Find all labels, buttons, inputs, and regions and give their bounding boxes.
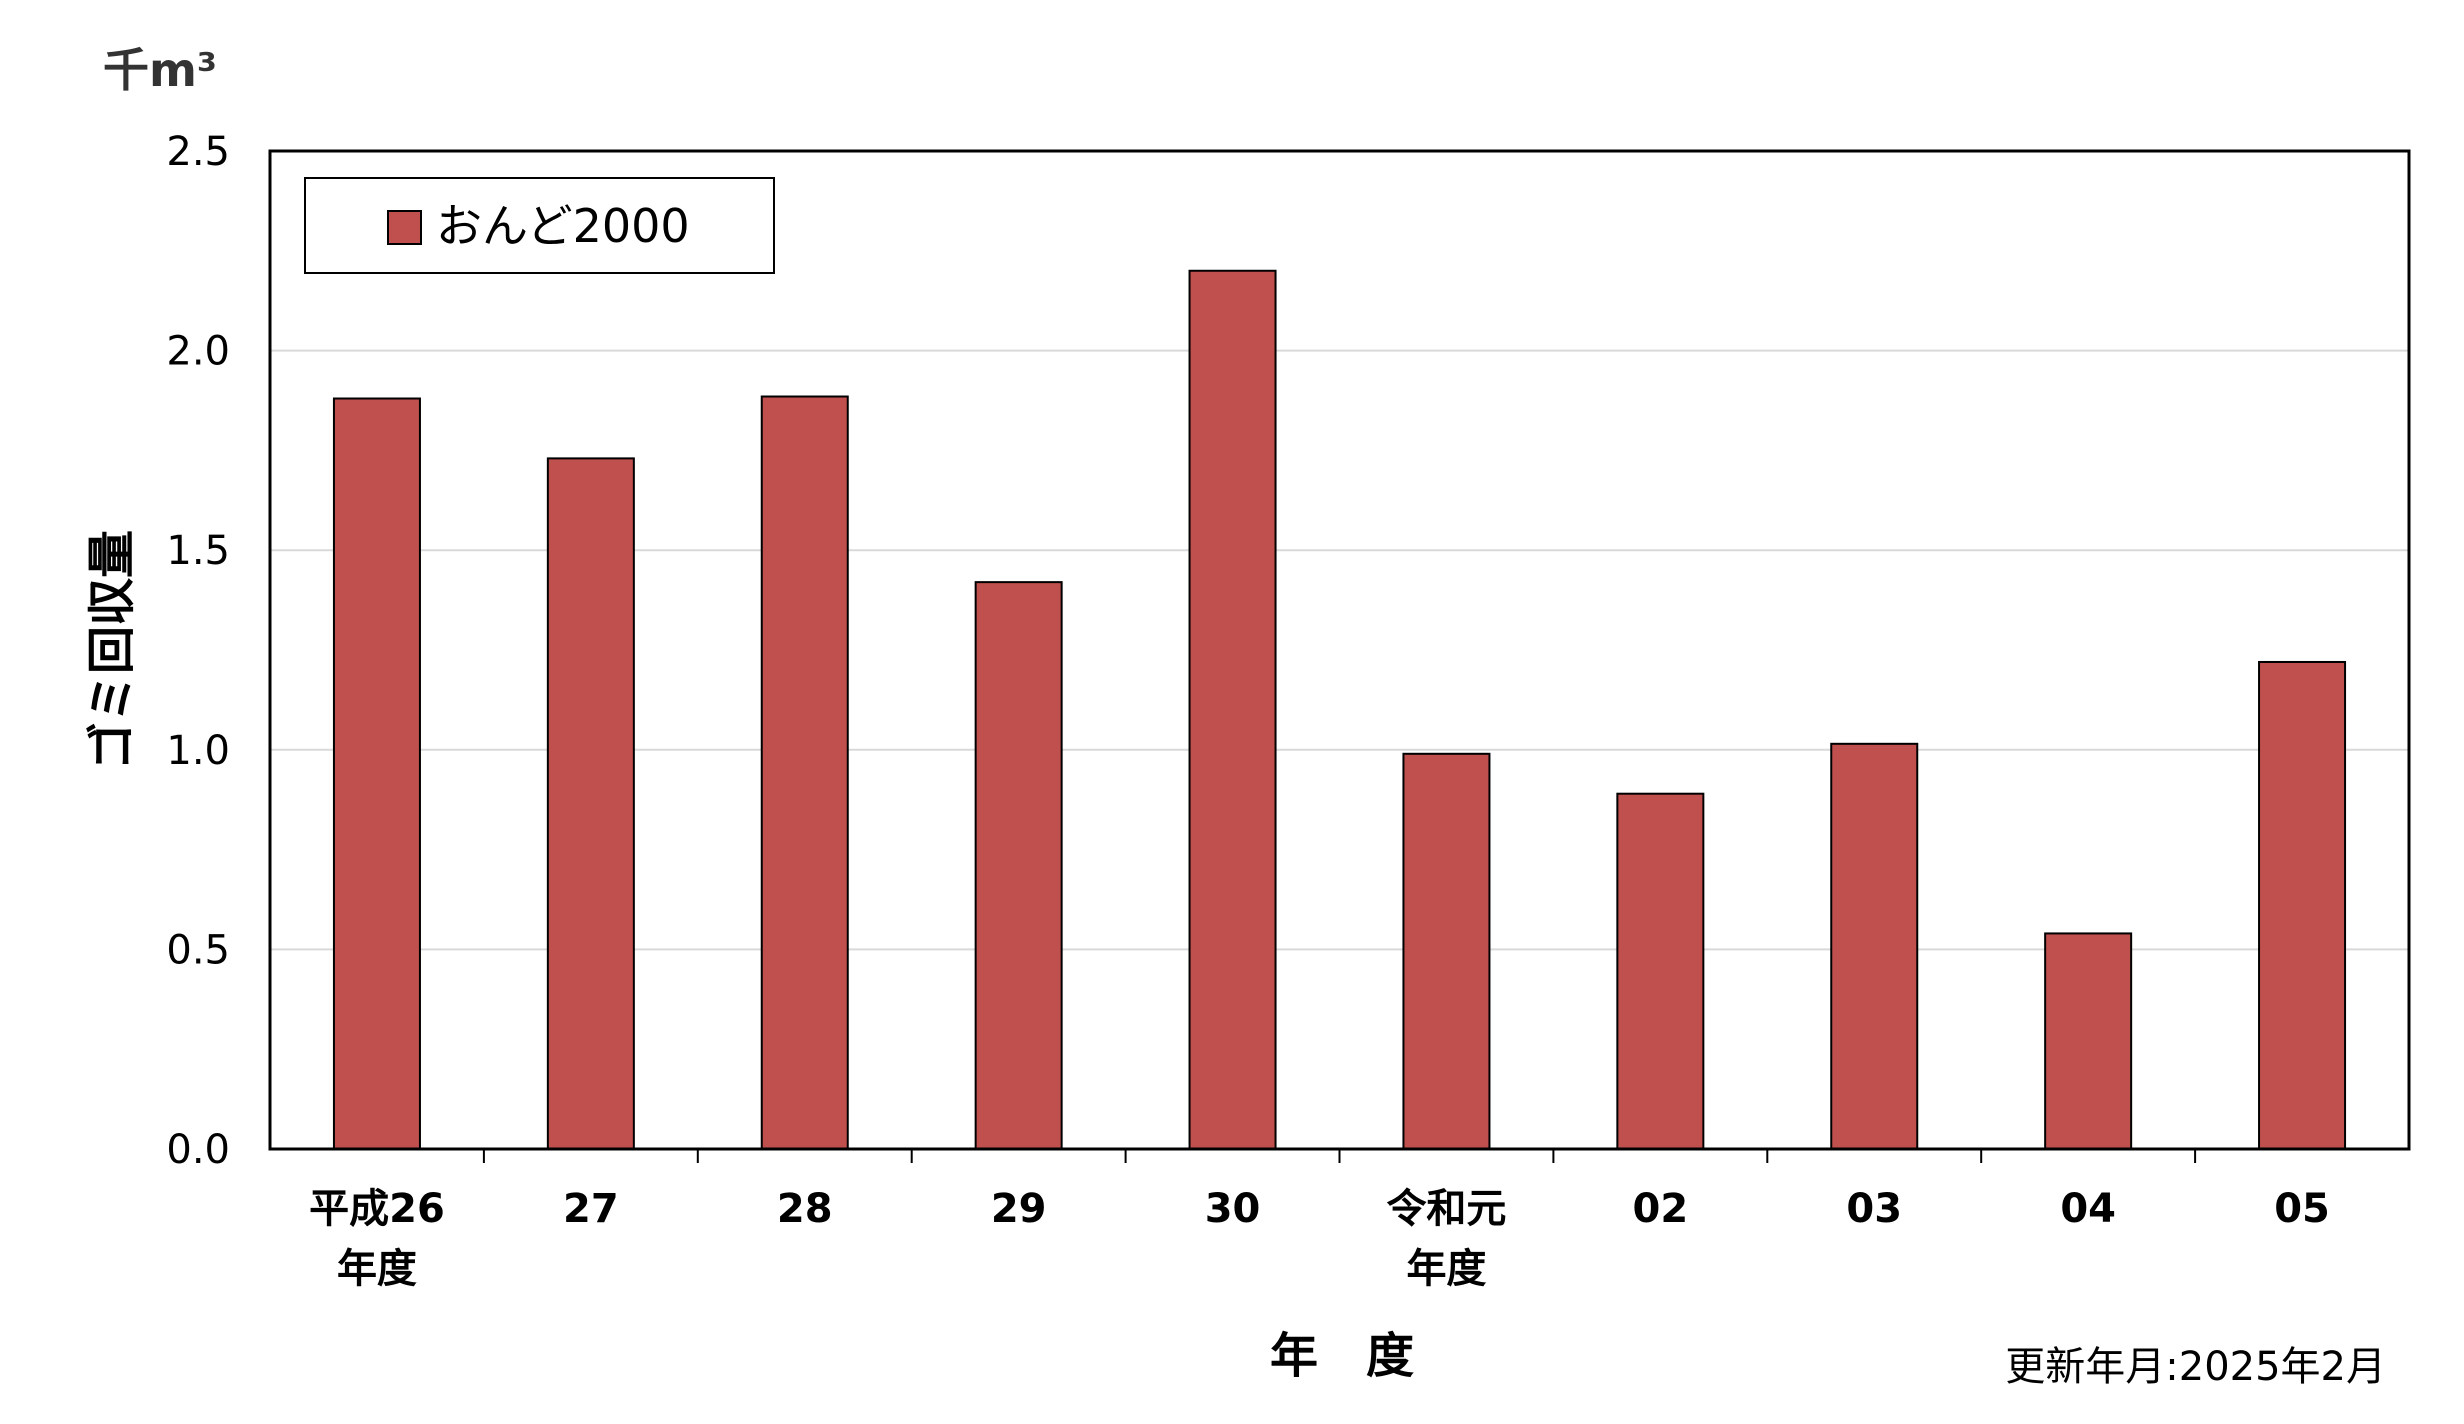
- x-tick-label: 28: [777, 1186, 833, 1232]
- x-tick-label: 05: [2274, 1186, 2330, 1232]
- x-tick-label: 年度: [337, 1246, 417, 1292]
- x-tick-label: 04: [2060, 1186, 2116, 1232]
- updated-date: 更新年月:2025年2月: [2005, 1344, 2386, 1390]
- x-tick-label: 29: [991, 1186, 1047, 1232]
- y-tick-label: 0.0: [166, 1127, 230, 1173]
- x-tick-label: 02: [1633, 1186, 1689, 1232]
- bar: [1188, 269, 1277, 1150]
- y-unit-label: 千m³: [103, 43, 217, 97]
- x-tick-label: 30: [1205, 1186, 1261, 1232]
- bar: [2044, 932, 2133, 1150]
- bar: [332, 397, 421, 1150]
- x-tick-label: 令和元: [1386, 1186, 1506, 1232]
- x-axis-title: 年 度: [1270, 1328, 1414, 1384]
- legend: おんど2000: [304, 177, 775, 274]
- legend-box: [304, 177, 775, 274]
- bar: [760, 395, 849, 1150]
- legend-label: おんど2000: [436, 199, 690, 253]
- y-tick-label: 2.0: [166, 329, 230, 375]
- x-tick-label: 年度: [1406, 1246, 1486, 1292]
- bar: [2258, 660, 2347, 1150]
- y-tick-labels: 0.0 0.5 1.0 1.5 2.0 2.5: [166, 129, 230, 1173]
- bar: [1402, 752, 1491, 1150]
- y-tick-label: 2.5: [166, 129, 230, 175]
- x-tick-marks: [482, 1149, 2197, 1163]
- y-tick-label: 0.5: [166, 927, 230, 973]
- legend-swatch: [387, 210, 422, 245]
- y-axis-title: ゴミ回収量: [84, 530, 140, 770]
- bar: [1830, 742, 1919, 1150]
- bars: [332, 269, 2347, 1151]
- y-tick-label: 1.5: [166, 528, 230, 574]
- y-tick-label: 1.0: [166, 728, 230, 774]
- bar: [1616, 792, 1705, 1150]
- x-tick-label: 03: [1846, 1186, 1902, 1232]
- bar: [546, 457, 635, 1151]
- x-tick-label: 27: [563, 1186, 619, 1232]
- x-tick-label: 平成26: [309, 1186, 445, 1232]
- bar: [974, 581, 1063, 1150]
